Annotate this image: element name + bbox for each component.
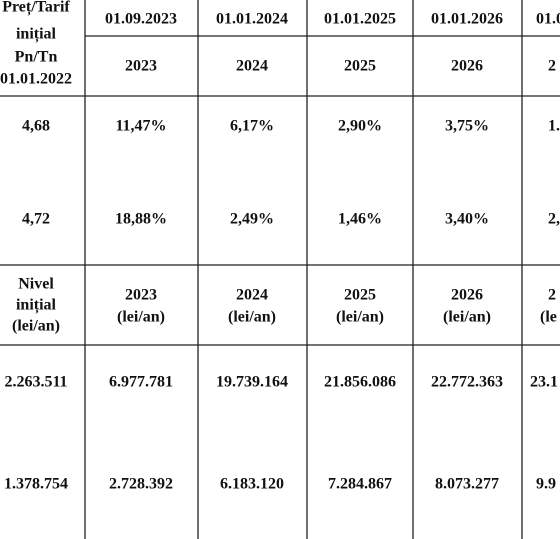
year-cell: 2026	[451, 58, 483, 75]
value-cell: 2.728.392	[109, 476, 173, 493]
header-cell: 2	[548, 287, 556, 304]
value-cell: 3,40%	[445, 211, 489, 228]
value-cell: 4,72	[22, 211, 50, 228]
header-cell: 2024	[236, 287, 268, 304]
value-cell: 6.183.120	[220, 476, 284, 493]
value-cell: 2,49%	[230, 211, 274, 228]
value-cell: 6,17%	[230, 118, 274, 135]
value-cell: 23.1	[530, 374, 558, 391]
header-cell: Nivel	[18, 276, 54, 293]
value-cell: 3,75%	[445, 118, 489, 135]
header-cell: Preț/Tarif	[2, 0, 70, 17]
year-cell: 2	[548, 58, 556, 75]
header-cell: (lei/an)	[443, 309, 491, 326]
value-cell: 9.9	[536, 476, 556, 493]
value-cell: 22.772.363	[431, 374, 503, 391]
value-cell: 2.263.511	[4, 374, 67, 391]
value-cell: 4,68	[22, 118, 50, 135]
date-cell: 01.01.2025	[324, 11, 396, 28]
header-cell: 2025	[344, 287, 376, 304]
header-cell: 2023	[125, 287, 157, 304]
header-cell: (lei/an)	[336, 309, 384, 326]
value-cell: 19.739.164	[216, 374, 288, 391]
value-cell: 7.284.867	[328, 476, 392, 493]
year-cell: 2023	[125, 58, 157, 75]
value-cell: 2,90%	[338, 118, 382, 135]
header-cell: inițial	[16, 26, 57, 44]
date-cell: 01.01.2024	[216, 11, 288, 28]
value-cell: 21.856.086	[324, 374, 396, 391]
header-cell: 01.01.2022	[0, 71, 72, 88]
header-cell: Pn/Tn	[15, 49, 58, 66]
value-cell: 1.378.754	[4, 476, 68, 493]
value-cell: 8.073.277	[435, 476, 499, 493]
year-cell: 2024	[236, 58, 268, 75]
header-cell: inițial	[16, 297, 57, 315]
header-cell: (lei/an)	[12, 318, 60, 335]
header-cell: (lei/an)	[228, 309, 276, 326]
date-cell: 01.01.2026	[431, 11, 503, 28]
value-cell: 11,47%	[115, 118, 166, 135]
header-cell: (lei/an)	[117, 309, 165, 326]
value-cell: 6.977.781	[109, 374, 173, 391]
year-cell: 2025	[344, 58, 376, 75]
date-cell: 01.0	[536, 11, 560, 28]
value-cell: 2,	[548, 211, 560, 228]
value-cell: 1.	[548, 118, 560, 135]
value-cell: 1,46%	[338, 211, 382, 228]
header-cell: 2026	[451, 287, 483, 304]
header-cell: (le	[540, 309, 557, 326]
value-cell: 18,88%	[115, 211, 167, 228]
date-cell: 01.09.2023	[105, 11, 177, 28]
